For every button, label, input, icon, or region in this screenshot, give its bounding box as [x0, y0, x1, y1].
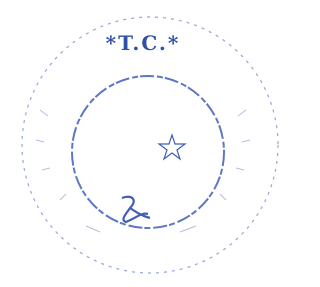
inner-ring — [72, 76, 224, 228]
star — [159, 135, 185, 159]
crescent — [120, 120, 152, 182]
outer-ring — [22, 17, 278, 273]
signature — [122, 197, 150, 222]
page: *T.C.* (() => { const data = JSON.parse(… — [0, 0, 282, 287]
seal-top-text: *T.C.* — [106, 31, 181, 55]
seal-image: *T.C.* — [0, 0, 282, 287]
